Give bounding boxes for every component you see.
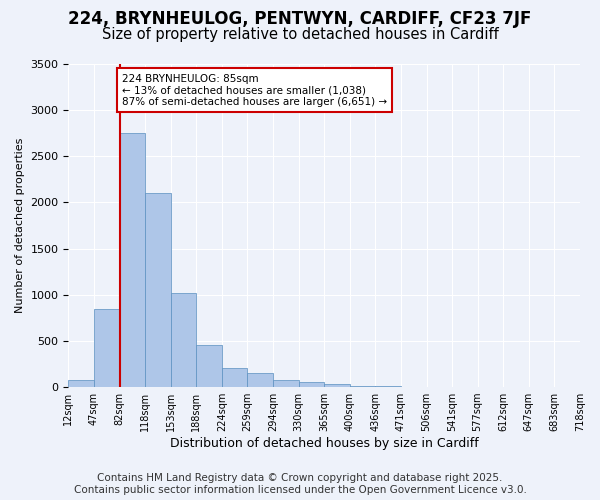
Y-axis label: Number of detached properties: Number of detached properties [15, 138, 25, 313]
Bar [94, 308, 119, 387]
Bar [222, 368, 247, 387]
Bar [68, 380, 94, 387]
Bar [145, 193, 171, 387]
Text: Size of property relative to detached houses in Cardiff: Size of property relative to detached ho… [101, 28, 499, 42]
Text: 224 BRYNHEULOG: 85sqm
← 13% of detached houses are smaller (1,038)
87% of semi-d: 224 BRYNHEULOG: 85sqm ← 13% of detached … [122, 74, 387, 107]
Text: 224, BRYNHEULOG, PENTWYN, CARDIFF, CF23 7JF: 224, BRYNHEULOG, PENTWYN, CARDIFF, CF23 … [68, 10, 532, 28]
X-axis label: Distribution of detached houses by size in Cardiff: Distribution of detached houses by size … [170, 437, 479, 450]
Bar [171, 293, 196, 387]
Bar [350, 386, 376, 387]
Bar [119, 133, 145, 387]
Bar [273, 380, 299, 387]
Bar [376, 386, 401, 387]
Bar [299, 382, 324, 387]
Bar [324, 384, 350, 387]
Bar [247, 373, 273, 387]
Bar [196, 344, 222, 387]
Text: Contains HM Land Registry data © Crown copyright and database right 2025.
Contai: Contains HM Land Registry data © Crown c… [74, 474, 526, 495]
